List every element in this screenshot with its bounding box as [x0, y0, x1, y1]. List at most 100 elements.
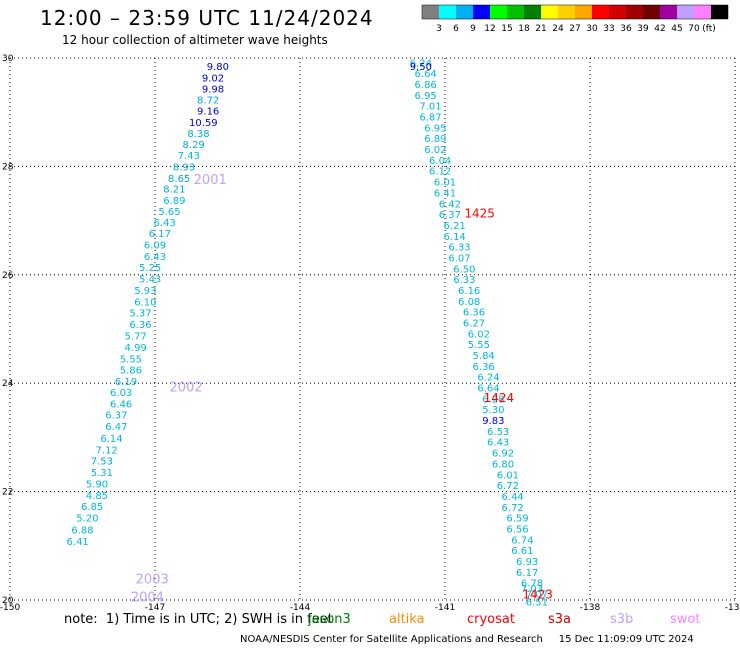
y-tick-label: 26 — [2, 271, 14, 281]
colorbar-swatch — [592, 5, 609, 19]
wave-height-label: 6.07 — [448, 253, 470, 264]
wave-height-label: 7.07 — [526, 589, 548, 600]
wave-height-label: 5.20 — [76, 514, 98, 525]
track-label: 2003 — [136, 572, 169, 587]
wave-height-label: 6.01 — [434, 178, 456, 189]
wave-height-label: 6.12 — [429, 167, 451, 178]
colorbar-label: 45 — [671, 24, 682, 34]
wave-height-label: 6.64 — [415, 69, 437, 80]
wave-height-label: 8.29 — [183, 140, 205, 151]
wave-height-label: 6.59 — [506, 514, 528, 525]
x-tick-label: -144 — [290, 603, 311, 612]
y-tick-label: 28 — [2, 162, 14, 172]
wave-height-label: 6.36 — [463, 308, 485, 319]
colorbar-swatch — [541, 5, 558, 19]
wave-height-label: 6.19 — [115, 377, 137, 388]
wave-height-label: 6.95 — [415, 91, 437, 102]
wave-height-label: 6.24 — [410, 58, 432, 69]
wave-height-label: 6.51 — [526, 598, 548, 609]
wave-height-label: 6.86 — [415, 80, 437, 91]
colorbar-swatch — [626, 5, 643, 19]
colorbar-swatch — [711, 5, 728, 19]
wave-height-label: 6.17 — [516, 568, 538, 579]
colorbar-frame — [421, 4, 729, 20]
wave-height-label: 9.80 — [207, 62, 229, 73]
colorbar-swatch — [660, 5, 677, 19]
colorbar-label: 70 — [688, 24, 700, 34]
wave-height-label: 10.59 — [189, 118, 218, 129]
colorbar-label: 39 — [637, 24, 649, 34]
track-label: 2001 — [194, 173, 227, 188]
y-tick-label: 20 — [2, 596, 14, 606]
wave-height-label: 6.36 — [473, 362, 495, 373]
colorbar-swatch — [643, 5, 660, 19]
chart-title: 12:00 – 23:59 UTC 11/24/2024 — [40, 6, 374, 30]
colorbar-label: 6 — [453, 24, 459, 34]
satellite-s3a: s3a — [548, 612, 572, 627]
wave-height-label: 6.78 — [521, 579, 543, 590]
track-label: 1423 — [522, 588, 553, 602]
wave-height-label: 6.41 — [434, 188, 456, 199]
colorbar-label: 42 — [654, 24, 665, 34]
colorbar-swatch — [677, 5, 694, 19]
wave-height-label: 6.80 — [492, 459, 514, 470]
colorbar-swatch — [609, 5, 626, 19]
colorbar-label: 3 — [436, 24, 442, 34]
wave-height-label: 6.37 — [439, 210, 461, 221]
wave-height-label: 6.50 — [453, 264, 475, 275]
wave-height-label: 6.87 — [419, 113, 441, 124]
wave-height-label: 5.77 — [125, 332, 147, 343]
y-tick-label: 22 — [2, 488, 13, 498]
wave-height-label: 8.72 — [197, 96, 219, 107]
wave-height-label: 6.37 — [105, 411, 127, 422]
wave-height-label: 6.36 — [129, 320, 151, 331]
wave-height-label: 7.53 — [91, 457, 113, 468]
satellite-cryosat: cryosat — [467, 612, 515, 627]
wave-height-label: 8.38 — [187, 129, 209, 140]
wave-height-label: 6.85 — [81, 502, 103, 513]
satellite-altika: altika — [389, 612, 425, 627]
wave-height-label: 6.09 — [144, 240, 166, 251]
wave-height-label: 7.43 — [178, 151, 200, 162]
colorbar-label: 24 — [552, 24, 564, 34]
wave-height-label: 6.16 — [458, 286, 480, 297]
colorbar-label: 18 — [518, 24, 530, 34]
wave-height-label: 5.86 — [120, 366, 142, 377]
wave-height-label: 9.98 — [202, 84, 224, 95]
colorbar-swatch — [524, 5, 541, 19]
x-tick-label: -138 — [580, 603, 601, 612]
colorbar-label: 36 — [620, 24, 632, 34]
wave-height-label: 6.95 — [424, 123, 446, 134]
wave-height-label: 5.93 — [134, 286, 156, 297]
wave-height-label: 6.41 — [67, 537, 89, 548]
colorbar-unit: (ft) — [702, 24, 716, 34]
wave-height-label: 8.21 — [163, 185, 185, 196]
wave-height-label: 4.85 — [86, 491, 108, 502]
wave-height-label: 6.14 — [100, 434, 122, 445]
chart-subtitle: 12 hour collection of altimeter wave hei… — [62, 33, 328, 47]
wave-height-label: 6.93 — [516, 557, 538, 568]
color-scale-legend: 3 6 9 12 15 18 21 24 27 30 33 36 39 42 45 70 (ft) — [421, 4, 729, 34]
wave-height-label: 6.56 — [506, 524, 528, 535]
colorbar-swatch — [507, 5, 524, 19]
wave-height-label: 6.61 — [511, 546, 533, 557]
wave-height-label: 6.92 — [492, 449, 514, 460]
wave-height-label: 6.44 — [502, 492, 524, 503]
wave-height-label: 7.12 — [96, 445, 118, 456]
wave-height-label: 6.27 — [463, 318, 485, 329]
wave-height-label: 6.02 — [468, 329, 490, 340]
wave-height-label: 6.33 — [453, 275, 475, 286]
wave-height-label: 6.64 — [477, 384, 499, 395]
x-tick-label: -135 — [725, 603, 740, 612]
wave-height-label: 9.50 — [410, 62, 432, 73]
wave-height-label: 8.65 — [168, 174, 190, 185]
y-tick-label: 30 — [2, 54, 14, 64]
wave-height-label: 5.65 — [158, 207, 180, 218]
wave-height-label: 6.88 — [71, 526, 93, 537]
wave-height-plot: -150 -147 -144 -141 -138 -135 30 28 26 24 22 20 9.80… — [0, 54, 740, 612]
wave-height-label: 6.17 — [149, 229, 171, 240]
wave-height-label: 6.02 — [424, 145, 446, 156]
colorbar-label: 21 — [535, 24, 546, 34]
wave-height-label: 5.37 — [129, 309, 151, 320]
wave-height-label: 6.10 — [134, 297, 156, 308]
